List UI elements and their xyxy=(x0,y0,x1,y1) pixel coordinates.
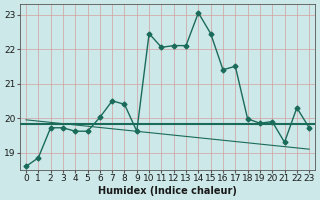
X-axis label: Humidex (Indice chaleur): Humidex (Indice chaleur) xyxy=(98,186,237,196)
